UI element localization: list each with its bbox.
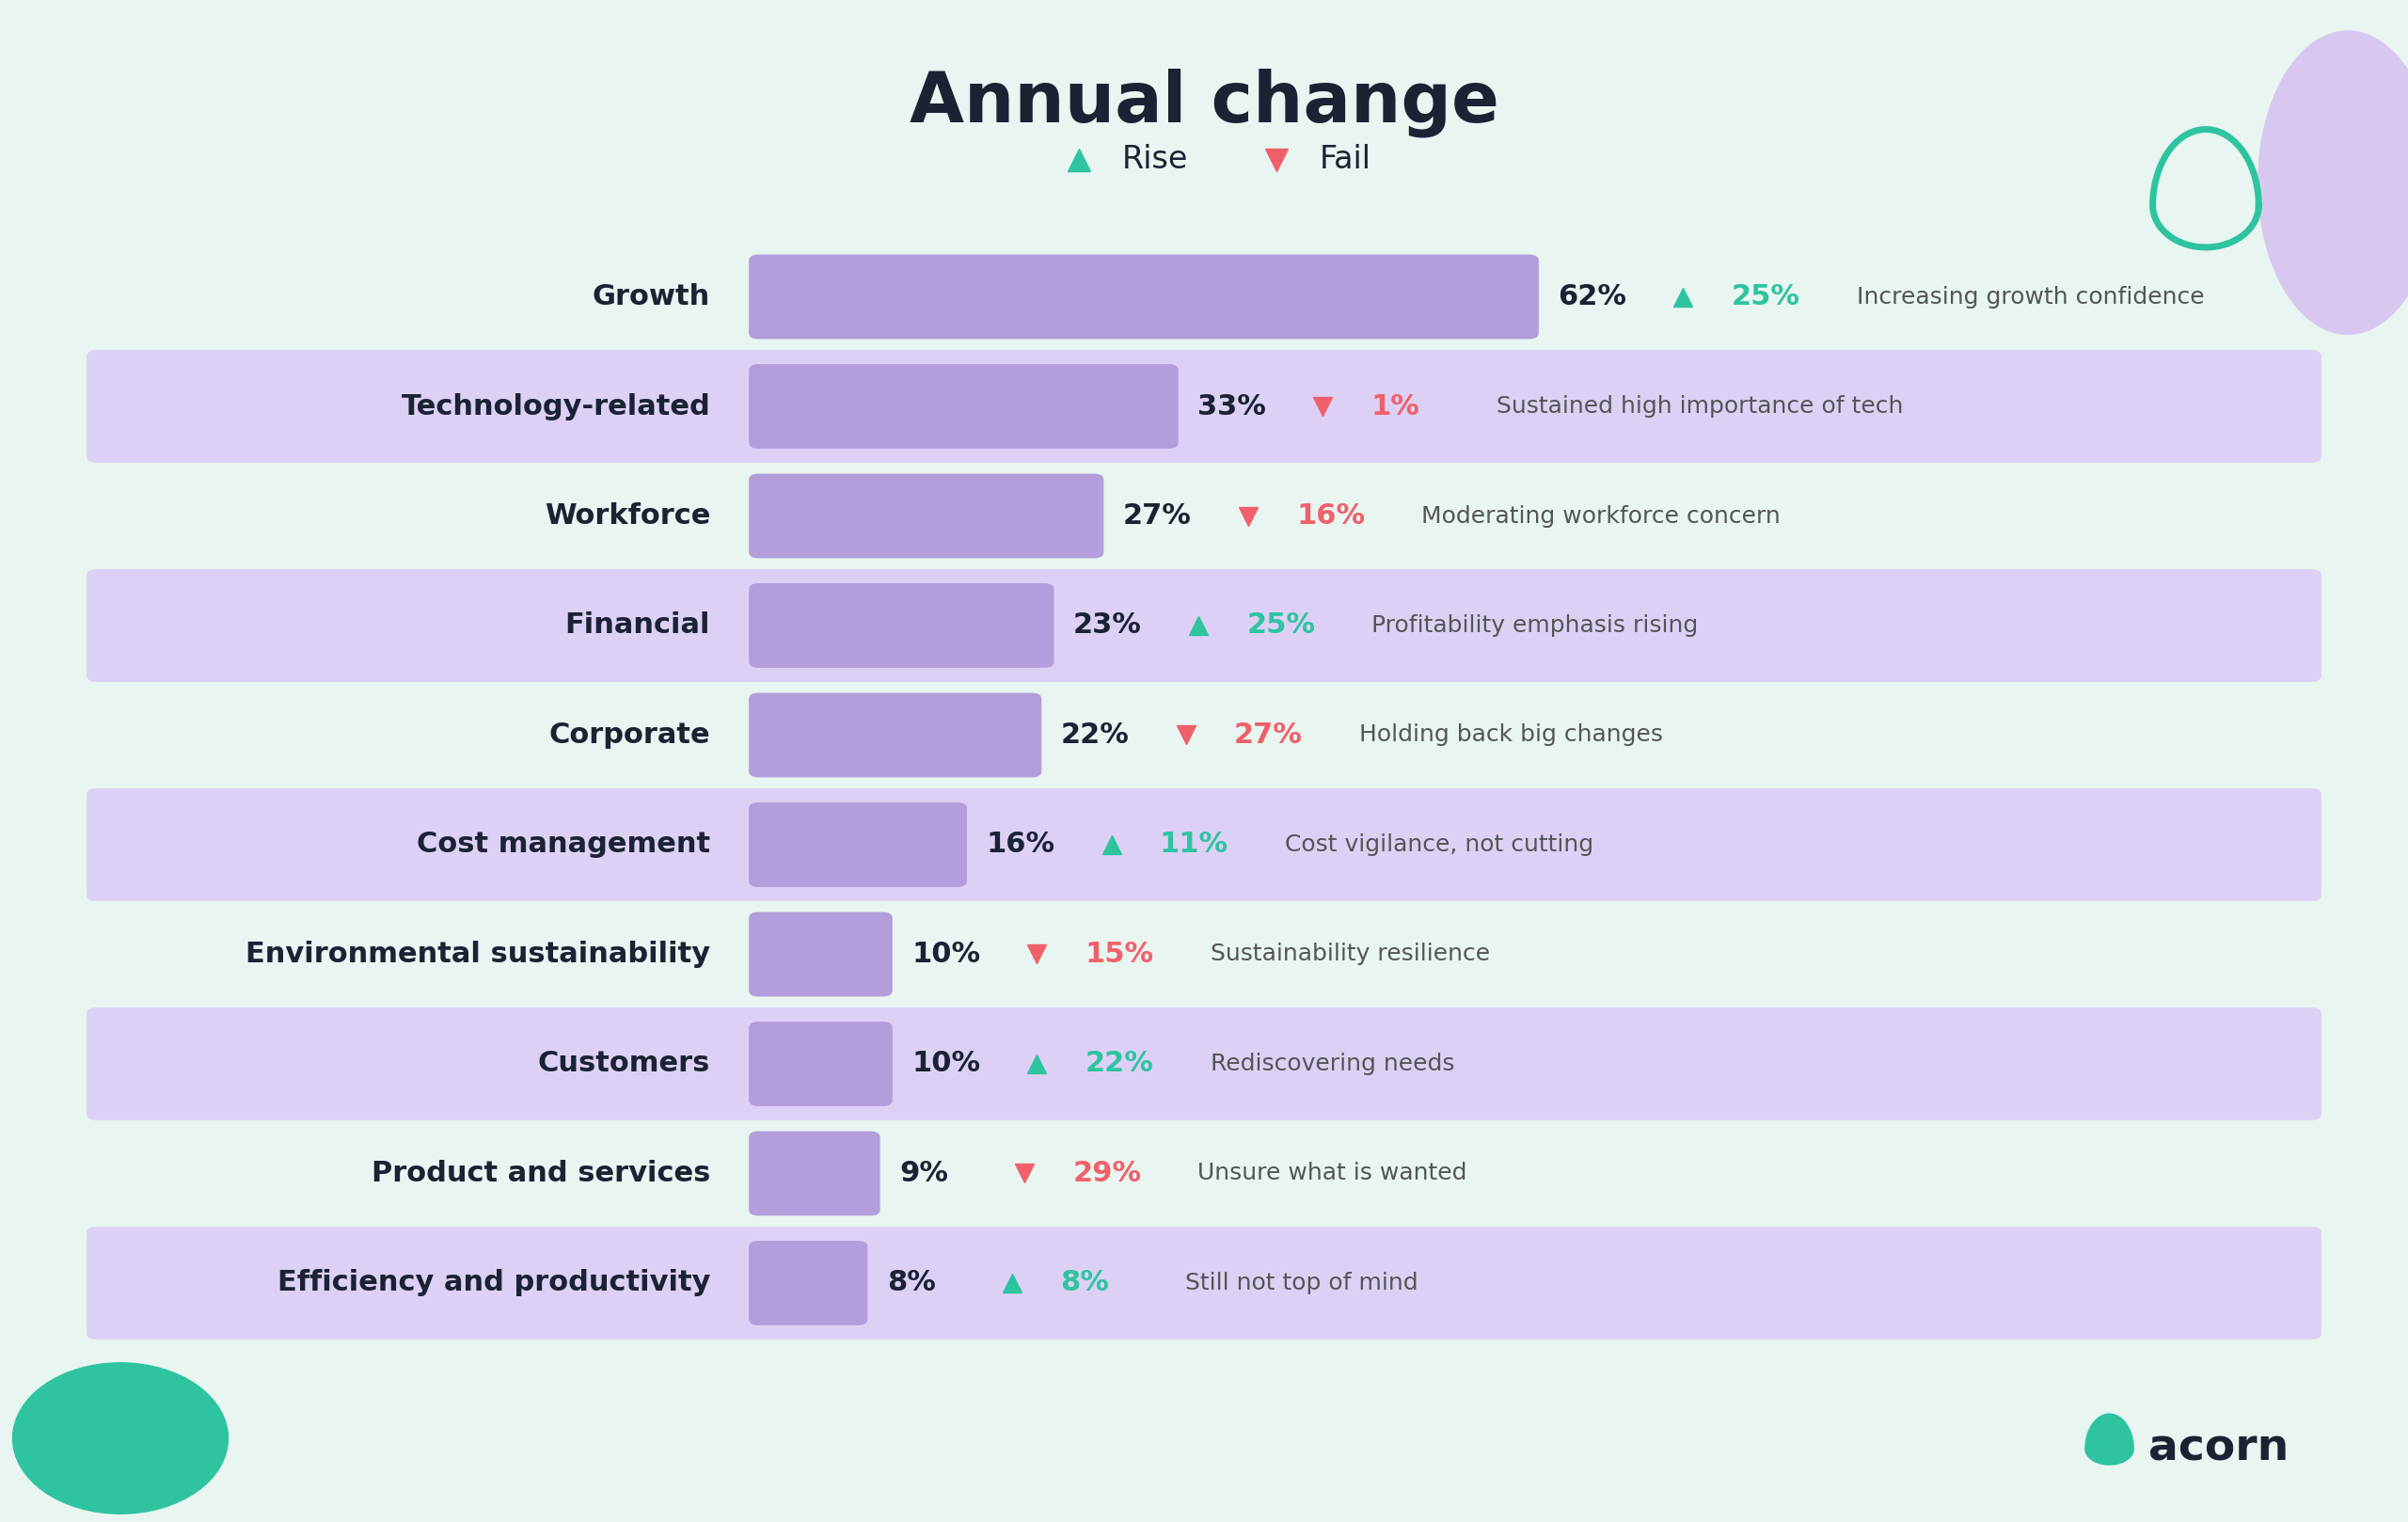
Text: Growth: Growth	[592, 283, 710, 310]
Text: 22%: 22%	[1062, 721, 1129, 749]
Text: Cost vigilance, not cutting: Cost vigilance, not cutting	[1286, 834, 1594, 855]
Text: Annual change: Annual change	[910, 68, 1498, 137]
FancyBboxPatch shape	[749, 693, 1043, 778]
Text: Sustained high importance of tech: Sustained high importance of tech	[1495, 396, 1902, 417]
Text: 9%: 9%	[898, 1160, 949, 1187]
FancyBboxPatch shape	[749, 802, 968, 887]
Text: 25%: 25%	[1731, 283, 1801, 310]
FancyBboxPatch shape	[87, 1227, 2321, 1339]
Text: 27%: 27%	[1122, 502, 1192, 530]
Text: 27%: 27%	[1235, 721, 1303, 749]
FancyBboxPatch shape	[87, 1008, 2321, 1120]
Text: acorn: acorn	[2148, 1428, 2288, 1470]
FancyBboxPatch shape	[87, 569, 2321, 682]
Text: Profitability emphasis rising: Profitability emphasis rising	[1373, 615, 1698, 636]
Ellipse shape	[2259, 30, 2408, 335]
Text: 15%: 15%	[1086, 941, 1153, 968]
FancyBboxPatch shape	[749, 1240, 867, 1326]
FancyBboxPatch shape	[749, 254, 1539, 339]
FancyBboxPatch shape	[749, 1131, 879, 1216]
Text: Cost management: Cost management	[417, 831, 710, 858]
Text: Customers: Customers	[537, 1050, 710, 1078]
Text: Unsure what is wanted: Unsure what is wanted	[1197, 1163, 1466, 1184]
Text: Increasing growth confidence: Increasing growth confidence	[1857, 286, 2203, 307]
FancyBboxPatch shape	[87, 350, 2321, 463]
Text: 62%: 62%	[1558, 283, 1628, 310]
Text: 22%: 22%	[1086, 1050, 1153, 1078]
Polygon shape	[2085, 1414, 2133, 1464]
Text: 10%: 10%	[913, 941, 980, 968]
Text: 23%: 23%	[1074, 612, 1141, 639]
Text: 16%: 16%	[987, 831, 1055, 858]
Text: Environmental sustainability: Environmental sustainability	[246, 941, 710, 968]
Text: Product and services: Product and services	[371, 1160, 710, 1187]
Text: Workforce: Workforce	[544, 502, 710, 530]
Text: Moderating workforce concern: Moderating workforce concern	[1421, 505, 1780, 527]
Text: Corporate: Corporate	[549, 721, 710, 749]
Text: 10%: 10%	[913, 1050, 980, 1078]
Text: 8%: 8%	[886, 1269, 937, 1297]
Text: 16%: 16%	[1296, 502, 1365, 530]
FancyBboxPatch shape	[749, 364, 1178, 449]
Text: Still not top of mind: Still not top of mind	[1185, 1272, 1418, 1294]
Text: Sustainability resilience: Sustainability resilience	[1211, 944, 1491, 965]
FancyBboxPatch shape	[749, 583, 1055, 668]
Text: Holding back big changes: Holding back big changes	[1361, 724, 1664, 746]
Text: Rediscovering needs: Rediscovering needs	[1211, 1053, 1454, 1075]
Ellipse shape	[12, 1362, 229, 1514]
Text: 29%: 29%	[1072, 1160, 1141, 1187]
Text: 25%: 25%	[1247, 612, 1315, 639]
Text: 33%: 33%	[1197, 393, 1267, 420]
Text: Technology-related: Technology-related	[402, 393, 710, 420]
FancyBboxPatch shape	[749, 473, 1103, 559]
Text: 11%: 11%	[1161, 831, 1228, 858]
Text: 8%: 8%	[1060, 1269, 1110, 1297]
Text: 1%: 1%	[1370, 393, 1421, 420]
Text: Financial: Financial	[566, 612, 710, 639]
FancyBboxPatch shape	[749, 912, 893, 997]
FancyBboxPatch shape	[87, 788, 2321, 901]
FancyBboxPatch shape	[749, 1021, 893, 1106]
Text: Rise: Rise	[1122, 145, 1187, 175]
Text: Fail: Fail	[1320, 145, 1370, 175]
Text: Efficiency and productivity: Efficiency and productivity	[277, 1269, 710, 1297]
